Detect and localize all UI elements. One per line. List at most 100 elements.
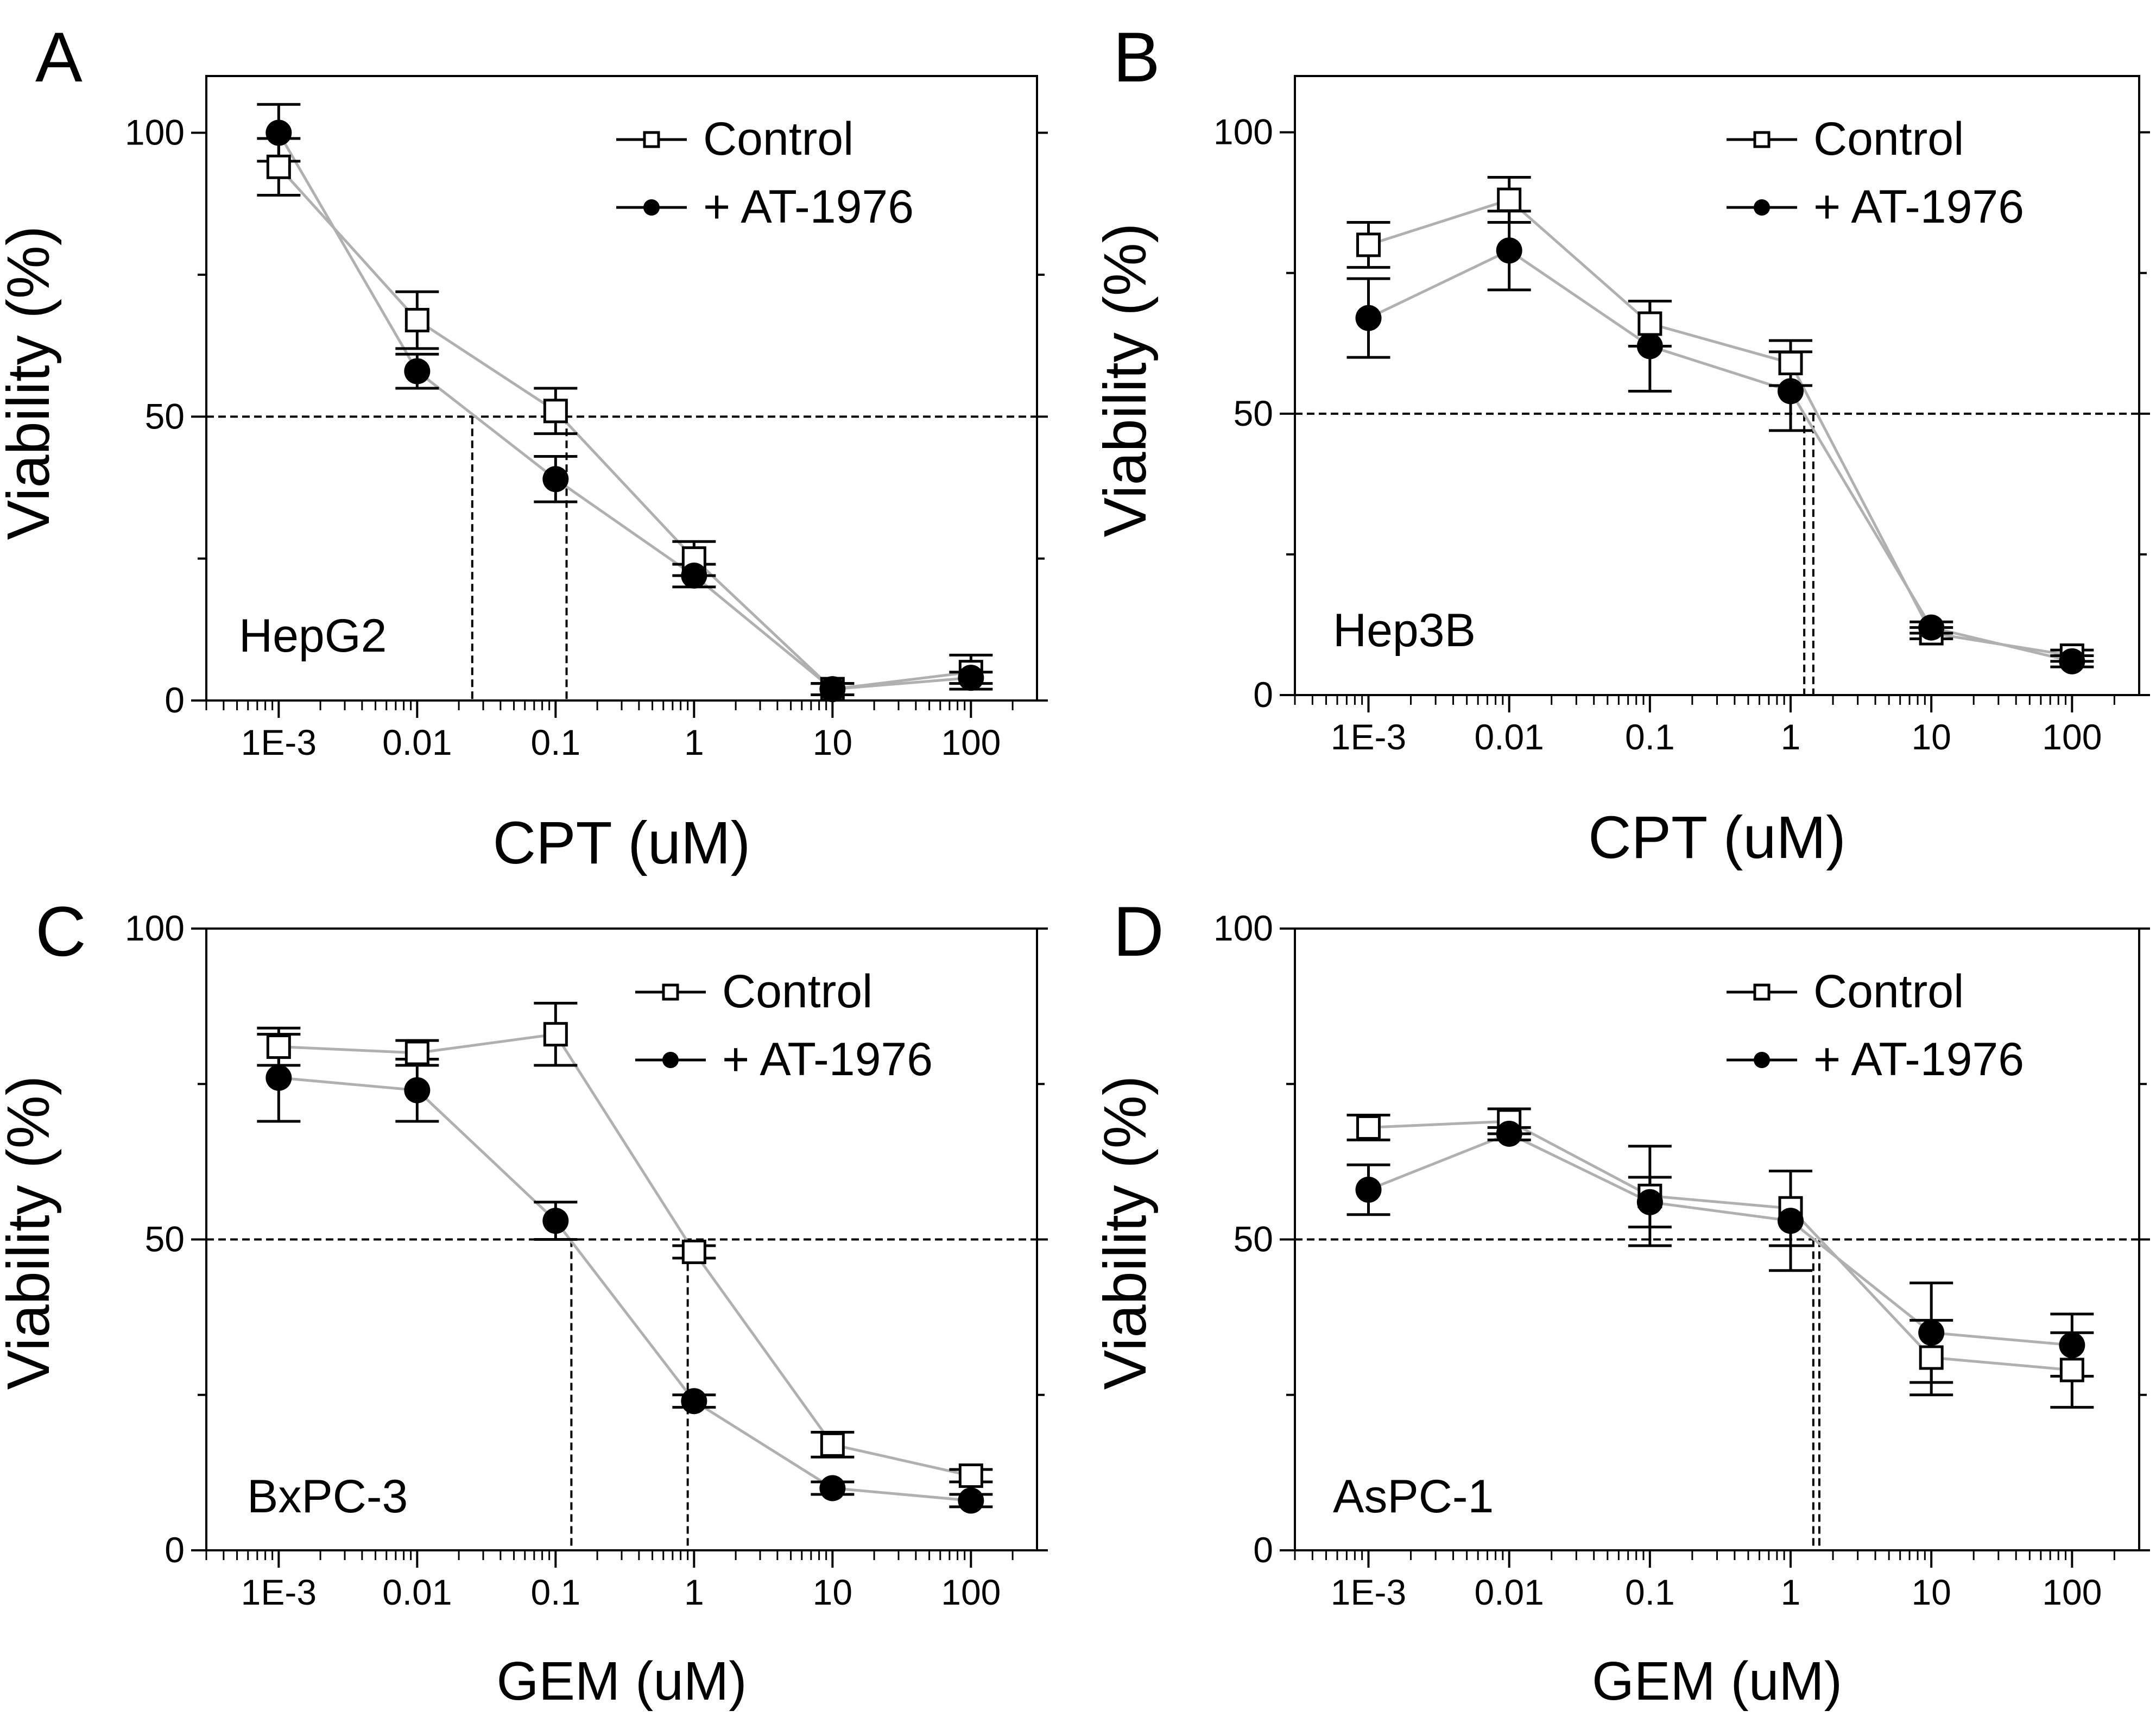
data-point-control [266, 154, 291, 179]
x-tick-label: 1E-3 [1331, 717, 1406, 757]
x-tick-label: 1E-3 [1331, 1572, 1406, 1612]
data-point-treated [1778, 378, 1804, 405]
x-tick-label: 1 [1781, 717, 1801, 757]
data-point-treated [1636, 1189, 1663, 1215]
y-tick-label: 0 [165, 680, 185, 720]
legend-label: + AT-1976 [722, 1033, 933, 1085]
data-point-control [958, 1463, 983, 1488]
legend-label: + AT-1976 [703, 181, 914, 233]
plot-frame [205, 75, 1038, 702]
panel-letter: C [35, 892, 86, 971]
x-tick-label: 1E-3 [241, 1572, 317, 1612]
data-point-treated [1636, 333, 1663, 359]
y-tick-label: 50 [1234, 393, 1273, 433]
data-point-treated [265, 119, 292, 146]
data-point-control [681, 1239, 706, 1264]
legend: Control + AT-1976 [616, 113, 914, 233]
y-tick-label: 100 [1213, 908, 1273, 948]
legend-label: + AT-1976 [1813, 1033, 2024, 1085]
x-tick-label: 1E-3 [241, 722, 317, 762]
data-point-treated [1496, 1120, 1522, 1147]
y-axis-title: Viability (%) [0, 226, 62, 540]
data-point-treated [542, 466, 569, 493]
x-tick-label: 0.01 [1474, 717, 1544, 757]
data-point-treated [1355, 1176, 1382, 1203]
data-point-treated [542, 1208, 569, 1234]
x-axis-title: GEM (uM) [496, 1651, 747, 1712]
legend-label: + AT-1976 [1813, 181, 2024, 233]
panel-b: 0 50 100 1E-3 0.01 0.1 1 10 100 Control + AT-1976 H… [1092, 17, 2150, 871]
data-point-treated [1355, 305, 1382, 331]
data-point-treated [1496, 237, 1522, 264]
y-axis-title: Viability (%) [1092, 1076, 1159, 1390]
data-point-treated [958, 1487, 984, 1514]
y-axis-title: Viability (%) [1092, 223, 1159, 538]
y-tick-label: 50 [1234, 1219, 1273, 1259]
legend: Control + AT-1976 [1727, 113, 2024, 233]
data-point-control [404, 1040, 429, 1065]
series-line-control [279, 1032, 971, 1478]
data-point-control [1356, 232, 1381, 257]
series-line-control [1368, 1120, 2072, 1372]
legend-marker-control [662, 983, 679, 1001]
panel-d: 0 50 100 1E-3 0.01 0.1 1 10 100 Control + AT-1976 A… [1092, 892, 2150, 1712]
x-tick-label: 10 [1911, 717, 1951, 757]
data-point-treated [1778, 1208, 1804, 1234]
data-point-treated [2059, 1332, 2085, 1359]
legend-marker-control [643, 131, 660, 148]
series-line-treated [279, 1076, 971, 1502]
x-tick-label: 10 [813, 1572, 852, 1612]
data-point-treated [1918, 614, 1945, 641]
x-tick-label: 0.1 [530, 722, 580, 762]
x-axis-title: GEM (uM) [1592, 1651, 1842, 1712]
data-point-treated [681, 1388, 707, 1415]
cell-line-label: Hep3B [1333, 604, 1476, 657]
series-line-treated [1368, 249, 2072, 663]
x-tick-label: 0.01 [382, 1572, 452, 1612]
legend-marker-treated [643, 199, 660, 216]
x-tick-label: 100 [2042, 1572, 2102, 1612]
legend-marker-control [1753, 131, 1771, 148]
data-point-treated [265, 1064, 292, 1091]
data-point-treated [404, 1077, 431, 1103]
y-tick-label: 100 [1213, 112, 1273, 152]
cell-line-label: BxPC-3 [247, 1470, 408, 1523]
data-point-treated [958, 665, 984, 691]
x-tick-label: 0.1 [1625, 717, 1675, 757]
legend-label: Control [703, 113, 853, 165]
plot-frame [1294, 75, 2140, 696]
data-point-control [1919, 1345, 1944, 1370]
x-tick-label: 1 [684, 1572, 704, 1612]
x-tick-label: 10 [813, 722, 852, 762]
y-axis-title: Viability (%) [0, 1076, 62, 1390]
data-point-treated [404, 358, 431, 384]
x-tick-label: 100 [941, 722, 1001, 762]
legend-marker-treated [1754, 1052, 1770, 1068]
x-tick-label: 1 [1781, 1572, 1801, 1612]
legend: Control + AT-1976 [1727, 965, 2024, 1085]
x-tick-label: 0.1 [530, 1572, 580, 1612]
x-tick-label: 0.1 [1625, 1572, 1675, 1612]
panel-c: 0 50 100 1E-3 0.01 0.1 1 10 100 Control + AT-1976 B… [0, 892, 1048, 1712]
panel-letter: B [1113, 17, 1160, 97]
series-line-control [1368, 198, 2072, 657]
series-line-treated [1368, 1132, 2072, 1347]
data-point-control [1778, 351, 1803, 376]
data-point-control [266, 1034, 291, 1059]
x-axis-title: CPT (uM) [1588, 804, 1846, 871]
data-point-treated [1918, 1320, 1945, 1346]
legend-marker-treated [662, 1052, 679, 1068]
x-tick-label: 10 [1911, 1572, 1951, 1612]
series-line-treated [277, 132, 971, 691]
data-point-control [543, 1022, 568, 1047]
x-tick-label: 100 [2042, 717, 2102, 757]
x-tick-label: 1 [684, 722, 704, 762]
legend-marker-control [1753, 983, 1771, 1001]
data-point-treated [681, 563, 707, 589]
legend-label: Control [722, 965, 872, 1018]
data-point-control [820, 1432, 845, 1457]
cell-line-label: HepG2 [239, 610, 387, 662]
y-tick-label: 50 [145, 1219, 185, 1259]
data-point-control [1356, 1115, 1381, 1140]
